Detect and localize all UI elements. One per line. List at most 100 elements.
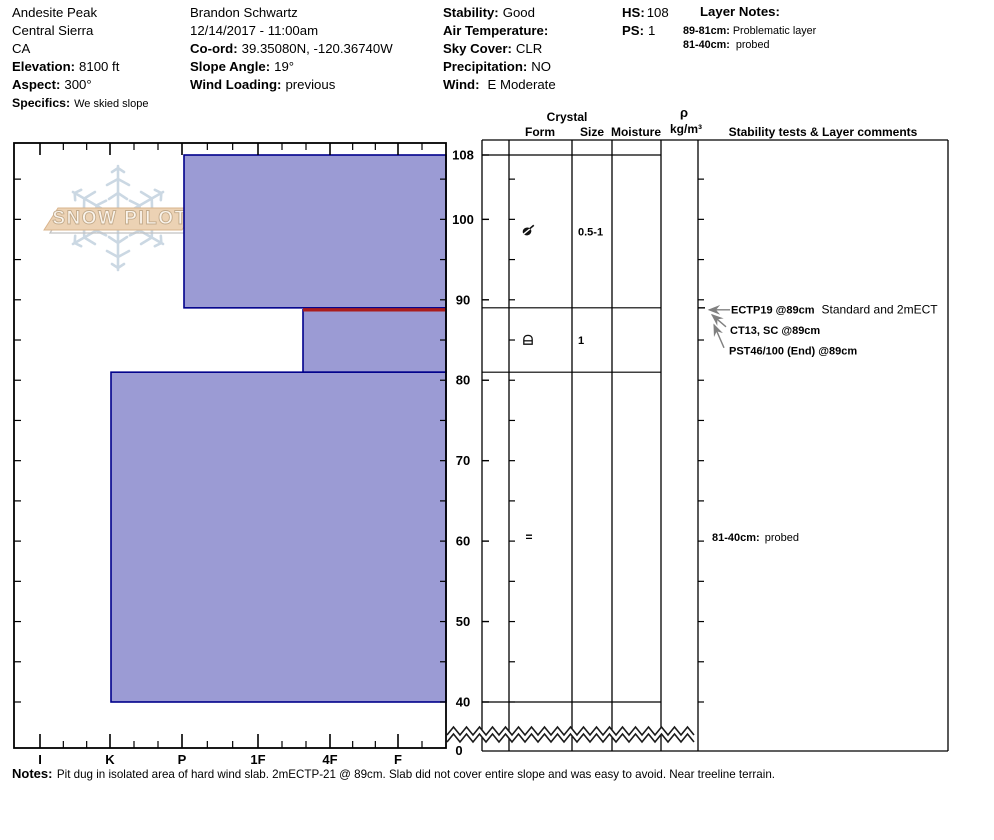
snowflake-icon <box>105 214 131 272</box>
precip-value: NO <box>531 59 552 74</box>
depth-axis-label: 100 <box>452 212 474 227</box>
snowflake-icon <box>71 188 122 221</box>
hs-line: HS: 108 <box>622 4 669 22</box>
depth-axis-label: 40 <box>456 694 470 709</box>
specifics-label: Specifics: <box>12 96 71 110</box>
coord-value: 39.35080N, -120.36740W <box>241 41 393 56</box>
watermark-text: SNOW PILOT <box>52 208 187 229</box>
wind-line: Wind: E Moderate <box>443 76 556 94</box>
wind-loading-line: Wind Loading: previous <box>190 76 393 94</box>
site-name: Andesite Peak <box>12 5 98 20</box>
depth-axis-label: 108 <box>452 148 474 163</box>
depth-axis-label: 60 <box>456 534 470 549</box>
stability-label: Stability: <box>443 5 499 20</box>
column-header-size: Size <box>580 125 604 139</box>
crystal-size-value: 1 <box>578 335 584 347</box>
stability-test-label: CT13, SC @89cm <box>730 325 820 337</box>
observer-name: Brandon Schwartz <box>190 5 298 20</box>
crystal-form-equals-symbol: = <box>525 530 532 544</box>
snowflake-icon <box>114 188 165 221</box>
column-header-form: Form <box>525 125 555 139</box>
wind-label: Wind: <box>443 77 480 92</box>
conditions-block: Stability: Good Air Temperature: Sky Cove… <box>443 4 556 94</box>
pit-datetime: 12/14/2017 - 11:00am <box>190 23 319 38</box>
slope-angle-label: Slope Angle: <box>190 59 271 74</box>
snow-layer <box>302 309 447 373</box>
hardness-axis-label: P <box>178 752 187 767</box>
layer-note-text: probed <box>735 39 770 51</box>
depth-axis-label: 80 <box>456 373 470 388</box>
snow-layer <box>183 154 447 309</box>
notes-line: Notes: Pit dug in isolated area of hard … <box>12 765 775 783</box>
ps-label: PS: <box>622 23 644 38</box>
specifics-value: We skied slope <box>74 98 149 110</box>
layer-note-text: Problematic layer <box>732 25 817 37</box>
snowpack-block: HS: 108 PS: 1 <box>622 4 669 40</box>
layer-note-range: 89-81cm: <box>683 25 730 37</box>
wind-loading-value: previous <box>285 77 336 92</box>
layer-notes-title: Layer Notes: <box>700 4 780 19</box>
snowflake-icon <box>105 164 131 222</box>
scale-break-zigzag <box>446 732 695 744</box>
notes-text: Pit dug in isolated area of hard wind sl… <box>56 768 775 781</box>
layer-note-item: 81-40cm: probed <box>683 38 769 52</box>
test-arrow <box>710 313 727 328</box>
layer-note-item: 89-81cm: Problematic layer <box>683 24 816 38</box>
layer-note-range: 81-40cm: <box>683 39 730 51</box>
notes-label: Notes: <box>12 766 53 781</box>
hs-label: HS: <box>622 5 645 20</box>
location-block: Andesite Peak Central Sierra CA Elevatio… <box>12 4 148 113</box>
elevation-label: Elevation: <box>12 59 76 74</box>
column-header-comments: Stability tests & Layer comments <box>729 125 918 139</box>
hardness-axis-label: F <box>394 752 402 767</box>
column-header-moisture: Moisture <box>611 125 661 139</box>
depth-axis-label: 90 <box>456 292 470 307</box>
coord-label: Co-ord: <box>190 41 238 56</box>
stability-test-label: ECTP19 @89cm Standard and 2mECT <box>731 302 938 316</box>
slope-angle-line: Slope Angle: 19° <box>190 58 393 76</box>
ps-line: PS: 1 <box>622 22 669 40</box>
depth-axis-label: 70 <box>456 453 470 468</box>
crystal-size-value: 0.5-1 <box>578 226 603 238</box>
specifics-line: Specifics: We skied slope <box>12 94 148 113</box>
crystal-form-DF-icon <box>521 224 535 236</box>
scale-break-band <box>447 727 694 742</box>
hardness-axis-label: K <box>105 752 115 767</box>
hardness-axis-label: 4F <box>322 752 337 767</box>
observer-block: Brandon Schwartz 12/14/2017 - 11:00am Co… <box>190 4 393 94</box>
sky-cover-line: Sky Cover: CLR <box>443 40 556 58</box>
aspect-label: Aspect: <box>12 77 61 92</box>
aspect-value: 300° <box>64 77 92 92</box>
hardness-axis-label: I <box>38 752 42 767</box>
column-header-density-symbol: ρ <box>680 105 688 120</box>
elevation-line: Elevation: 8100 ft <box>12 58 148 76</box>
depth-axis-zero-label: 0 <box>455 743 462 758</box>
precip-label: Precipitation: <box>443 59 528 74</box>
site-region: Central Sierra <box>12 23 94 38</box>
sky-cover-label: Sky Cover: <box>443 41 512 56</box>
sky-cover-value: CLR <box>515 41 543 56</box>
aspect-line: Aspect: 300° <box>12 76 148 94</box>
air-temp-line: Air Temperature: <box>443 22 556 40</box>
air-temp-label: Air Temperature: <box>443 23 549 38</box>
wind-value: E Moderate <box>487 77 556 92</box>
depth-axis-label: 50 <box>456 614 470 629</box>
scale-break-zigzag <box>446 725 695 737</box>
coord-line: Co-ord: 39.35080N, -120.36740W <box>190 40 393 58</box>
stability-value: Good <box>502 5 535 20</box>
crystal-form-crust-icon <box>523 334 533 345</box>
test-arrow <box>713 323 725 349</box>
wind-loading-label: Wind Loading: <box>190 77 282 92</box>
snow-layer <box>110 371 447 703</box>
elevation-value: 8100 ft <box>79 59 120 74</box>
stability-line: Stability: Good <box>443 4 556 22</box>
precip-line: Precipitation: NO <box>443 58 556 76</box>
hs-value: 108 <box>646 5 669 20</box>
stability-test-label: PST46/100 (End) @89cm <box>729 345 857 357</box>
column-header-crystal: Crystal <box>547 110 588 124</box>
ps-value: 1 <box>647 23 656 38</box>
hardness-chart-frame <box>13 142 447 749</box>
layer-comment: 81-40cm: probed <box>712 532 799 544</box>
